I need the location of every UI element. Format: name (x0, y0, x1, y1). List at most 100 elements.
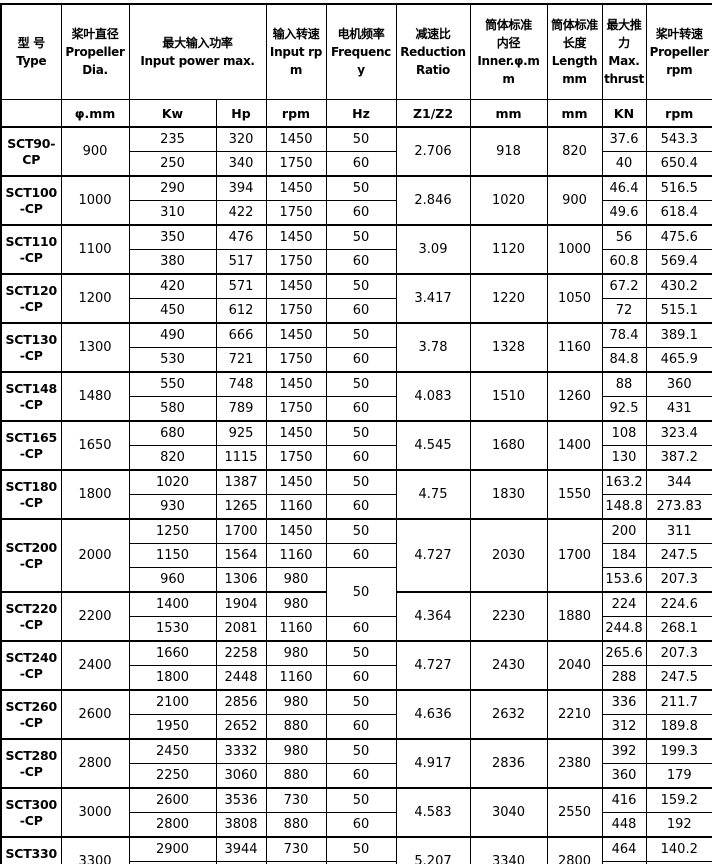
header-row-main: 型 号 Type 桨叶直径 Propeller Dia. 最大输入功率 Input … (0, 3, 712, 100)
header-cell-3: 输入转速 Input rpm (265, 3, 327, 100)
input-power-hp: 571 (215, 273, 267, 299)
propeller-diameter: 1200 (60, 273, 130, 324)
unit-cell-8: mm (546, 99, 603, 128)
header-cell-0: 型 号 Type (0, 3, 62, 100)
frequency-hz: 60 (325, 347, 397, 373)
propeller-rpm: 569.4 (645, 249, 712, 275)
frequency-hz: 60 (325, 714, 397, 740)
propeller-diameter: 2400 (60, 640, 130, 691)
frequency-hz: 60 (325, 861, 397, 864)
standard-length: 1050 (546, 273, 603, 324)
propeller-rpm: 475.6 (645, 224, 712, 250)
table-row: 960 1306 980 50 153.6 207.3 (1, 567, 712, 617)
reduction-ratio: 4.636 (395, 689, 471, 740)
input-power-kw: 820 (128, 445, 217, 471)
standard-length: 1260 (546, 371, 603, 422)
input-power-hp: 3808 (215, 812, 267, 838)
table-row: SCT180-CP 1800 1020 1387 1450 50 4.75 1830 1550 1… (0, 469, 712, 520)
header-cell-5: 减速比 Reduction Ratio (395, 3, 471, 100)
model-type: SCT220-CP (0, 591, 62, 642)
input-power-kw: 1530 (128, 616, 217, 642)
max-thrust: 46.4 (601, 175, 647, 201)
propeller-rpm: 247.5 (645, 665, 712, 691)
input-rpm: 980 (265, 567, 327, 593)
input-power-hp: 666 (215, 322, 267, 348)
max-thrust: 464 (601, 836, 647, 862)
frequency-hz: 60 (325, 812, 397, 838)
table-row: SCT200-CP 2000 1250 1700 1450 50 4.727 2030 1700… (0, 518, 712, 593)
input-power-hp: 1904 (215, 591, 267, 617)
frequency-hz: 60 (325, 298, 397, 324)
input-rpm: 880 (265, 714, 327, 740)
input-power-hp: 1387 (215, 469, 267, 495)
input-rpm: 1160 (265, 665, 327, 691)
input-power-kw: 310 (128, 200, 217, 226)
propeller-diameter: 1650 (60, 420, 130, 471)
model-type: SCT280-CP (0, 738, 62, 789)
standard-length: 820 (546, 126, 603, 177)
propeller-rpm: 516.5 (645, 175, 712, 201)
input-power-hp: 1115 (215, 445, 267, 471)
model-type: SCT260-CP (0, 689, 62, 740)
input-power-kw: 580 (128, 396, 217, 422)
propeller-spec-table: 型 号 Type 桨叶直径 Propeller Dia. 最大输入功率 Input … (0, 3, 712, 864)
input-rpm: 1450 (265, 273, 327, 299)
standard-length: 1160 (546, 322, 603, 373)
unit-cell-0 (0, 99, 62, 128)
frequency-hz: 60 (325, 396, 397, 422)
max-thrust: 392 (601, 738, 647, 764)
reduction-ratio: 4.727 (395, 640, 471, 691)
unit-cell-9: KN (601, 99, 647, 128)
model-type: SCT130-CP (0, 322, 62, 373)
max-thrust: 130 (601, 445, 647, 471)
reduction-ratio: 2.706 (395, 126, 471, 177)
input-power-hp: 476 (215, 224, 267, 250)
propeller-rpm: 192 (645, 812, 712, 838)
input-power-hp: 1700 (215, 518, 267, 544)
frequency-hz: 60 (325, 616, 397, 642)
input-power-kw: 380 (128, 249, 217, 275)
input-power-kw: 960 (128, 567, 217, 593)
max-thrust: 244.8 (601, 616, 647, 642)
input-power-hp: 422 (215, 200, 267, 226)
propeller-rpm: 140.2 (645, 836, 712, 862)
max-thrust: 37.6 (601, 126, 647, 152)
unit-cell-10: rpm (645, 99, 712, 128)
propeller-rpm: 211.7 (645, 689, 712, 715)
inner-diameter: 2836 (469, 738, 548, 789)
propeller-rpm: 169 (645, 861, 712, 864)
frequency-hz: 60 (325, 445, 397, 471)
reduction-ratio: 3.78 (395, 322, 471, 373)
input-power-hp: 3332 (215, 738, 267, 764)
max-thrust: 88 (601, 371, 647, 397)
standard-length: 2550 (546, 787, 603, 838)
frequency-hz: 60 (325, 249, 397, 275)
input-rpm: 980 (265, 738, 327, 764)
propeller-diameter: 2200 (60, 591, 130, 642)
reduction-ratio: 3.417 (395, 273, 471, 324)
input-power-hp: 3060 (215, 763, 267, 789)
input-rpm: 1160 (265, 616, 327, 642)
max-thrust: 56 (601, 224, 647, 250)
propeller-rpm: 268.1 (645, 616, 712, 642)
input-power-hp: 1306 (215, 567, 267, 593)
max-thrust: 72 (601, 298, 647, 324)
propeller-rpm: 189.8 (645, 714, 712, 740)
max-thrust: 288 (601, 665, 647, 691)
model-type: SCT200-CP (0, 518, 62, 593)
input-power-kw: 2800 (128, 812, 217, 838)
frequency-hz: 60 (325, 763, 397, 789)
unit-cell-7: mm (469, 99, 548, 128)
propeller-diameter: 900 (60, 126, 130, 177)
inner-diameter: 1830 (469, 469, 548, 520)
input-power-kw: 2450 (128, 738, 217, 764)
standard-length: 1880 (546, 591, 603, 642)
frequency-hz: 50 (325, 640, 397, 666)
frequency-hz: 50 (325, 689, 397, 715)
max-thrust: 312 (601, 714, 647, 740)
max-thrust: 148.8 (601, 494, 647, 520)
reduction-ratio: 2.846 (395, 175, 471, 226)
inner-diameter: 918 (469, 126, 548, 177)
input-power-hp: 3944 (215, 836, 267, 862)
reduction-ratio: 4.583 (395, 787, 471, 838)
